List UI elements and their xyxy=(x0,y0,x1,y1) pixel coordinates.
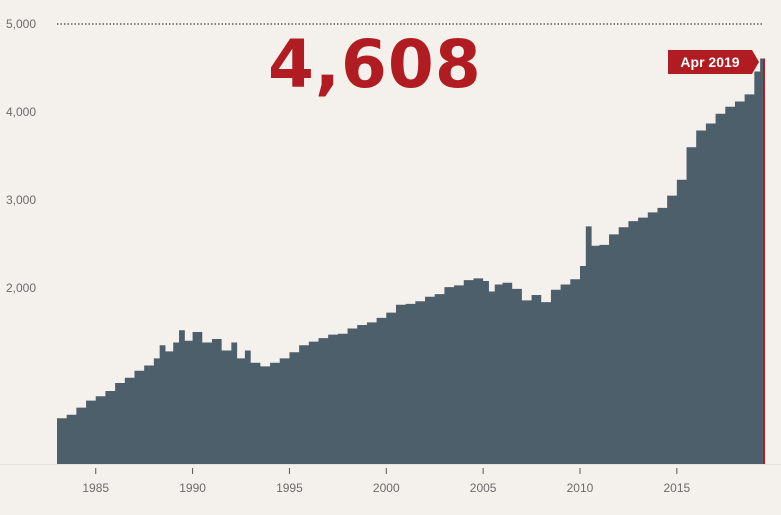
y-tick-label: 2,000 xyxy=(6,281,36,295)
x-tick-label: 1990 xyxy=(179,481,206,495)
x-axis: 1985 1990 1995 2000 2005 2010 2015 xyxy=(0,464,781,495)
y-tick-label: 3,000 xyxy=(6,193,36,207)
x-tick-label: 2015 xyxy=(663,481,690,495)
series-area xyxy=(57,58,764,464)
x-tick-label: 2010 xyxy=(567,481,594,495)
latest-date-badge: Apr 2019 xyxy=(668,50,759,74)
y-axis: 2,000 3,000 4,000 5,000 xyxy=(6,17,764,295)
y-tick-label: 4,000 xyxy=(6,105,36,119)
x-tick-label: 1995 xyxy=(276,481,303,495)
headline-value: 4,608 xyxy=(268,26,482,103)
y-tick-label: 5,000 xyxy=(6,17,36,31)
x-tick-label: 1985 xyxy=(82,481,109,495)
x-tick-label: 2005 xyxy=(470,481,497,495)
series-area-path xyxy=(57,58,764,464)
x-tick-label: 2000 xyxy=(373,481,400,495)
